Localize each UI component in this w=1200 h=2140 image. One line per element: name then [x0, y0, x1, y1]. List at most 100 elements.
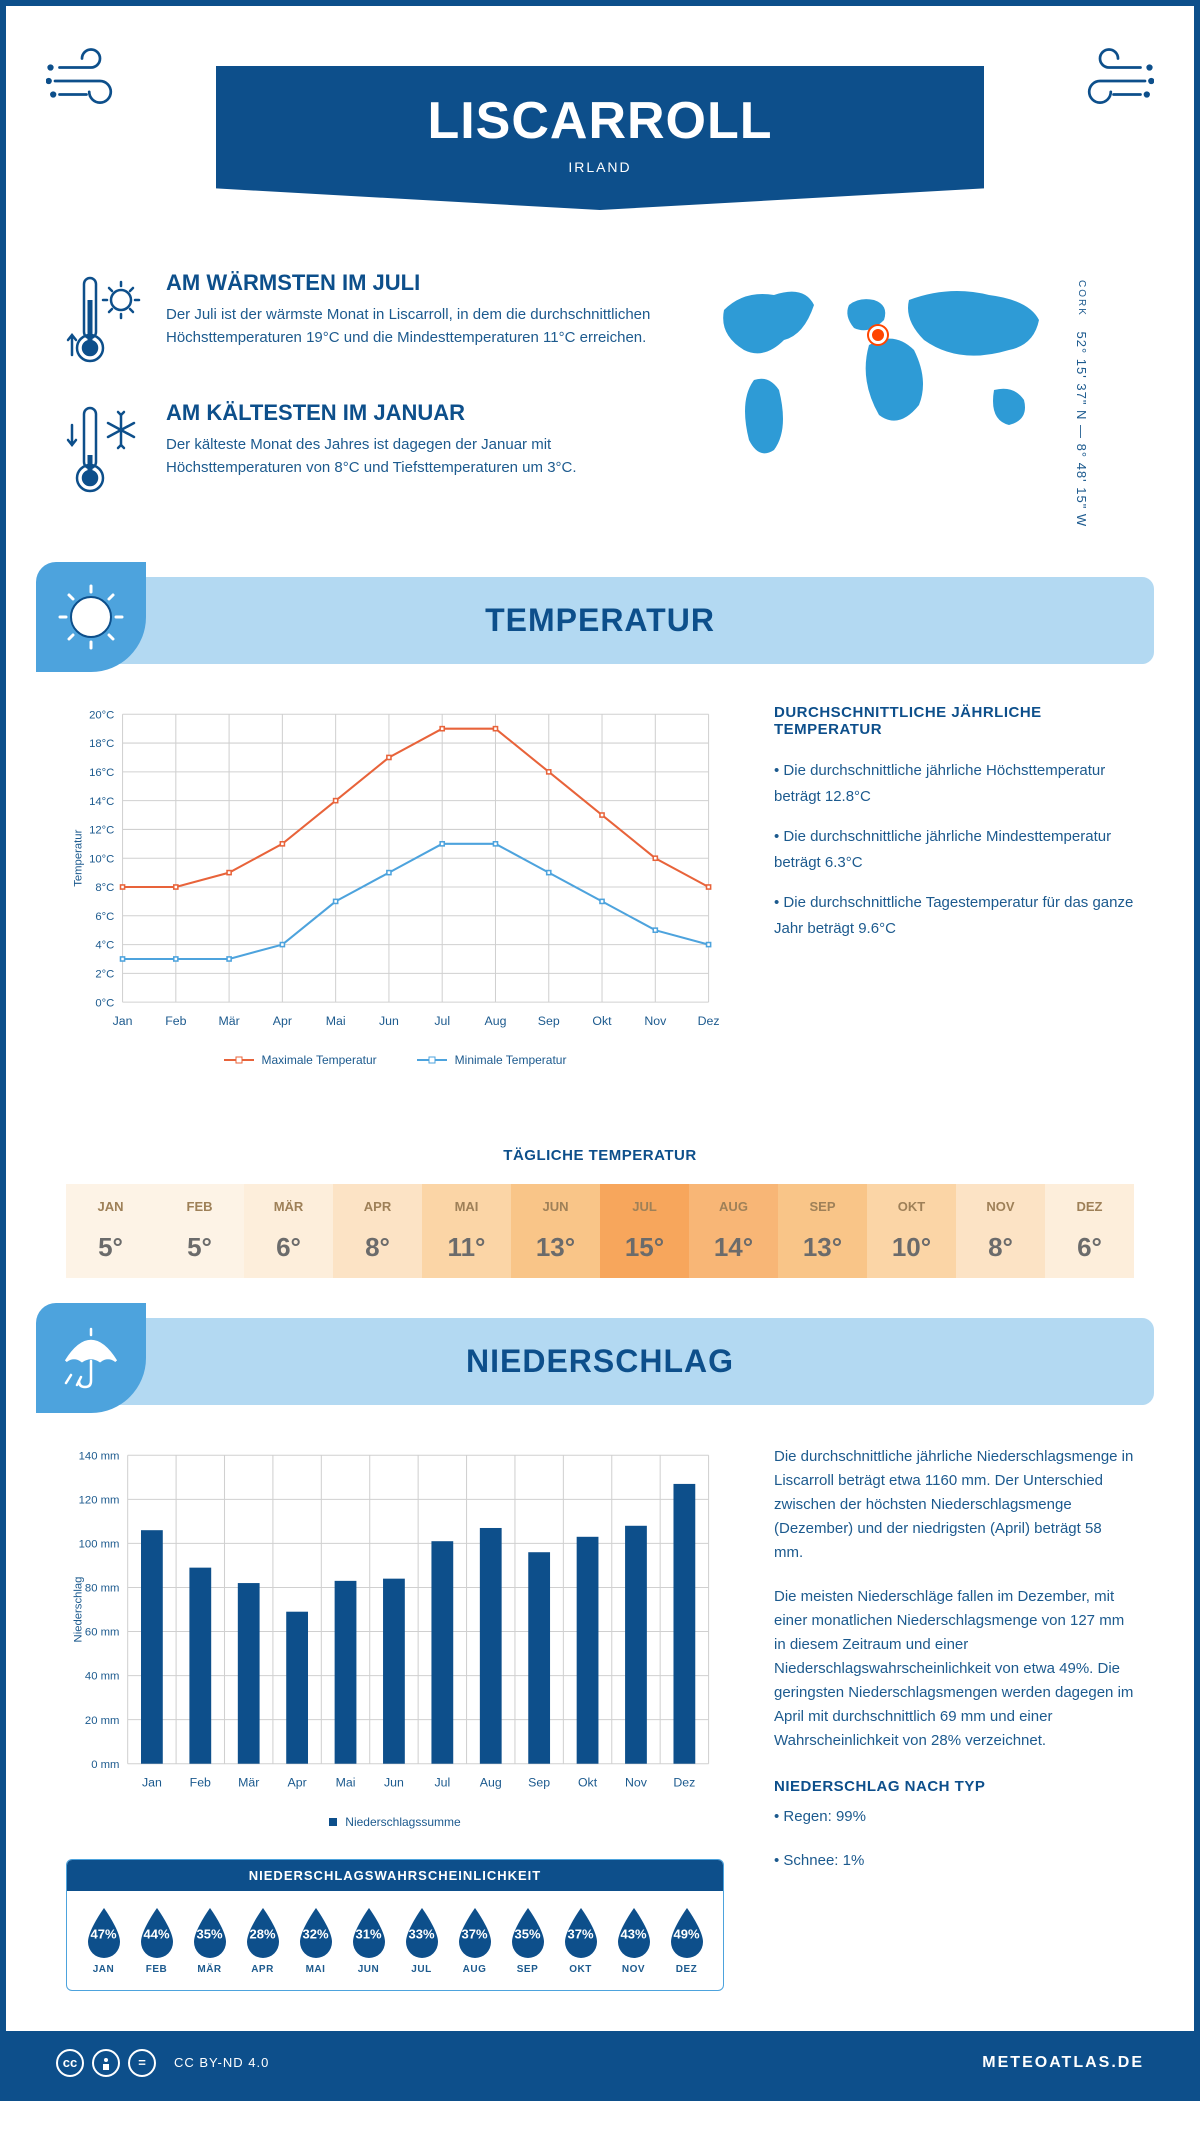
map-marker-icon: [869, 326, 887, 344]
raindrop-icon: 31%: [347, 1906, 391, 1958]
temp-cell: OKT10°: [867, 1184, 956, 1278]
umbrella-icon: [36, 1303, 146, 1413]
svg-text:Jul: Jul: [434, 1014, 450, 1028]
region-label: CORK: [1076, 280, 1087, 317]
temp-cell: DEZ6°: [1045, 1184, 1134, 1278]
svg-text:Jun: Jun: [384, 1776, 404, 1790]
svg-text:Mär: Mär: [238, 1776, 259, 1790]
prob-item: 44%FEB: [130, 1906, 183, 1975]
raindrop-icon: 47%: [82, 1906, 126, 1958]
raindrop-icon: 32%: [294, 1906, 338, 1958]
intro-section: AM WÄRMSTEN IM JULI Der Juli ist der wär…: [6, 250, 1194, 577]
warmest-desc: Der Juli ist der wärmste Monat in Liscar…: [166, 304, 654, 349]
header-row: LISCARROLL IRLAND: [6, 6, 1194, 250]
precip-right: Die durchschnittliche jährliche Niedersc…: [774, 1445, 1134, 1991]
world-map: [694, 270, 1074, 470]
svg-text:80 mm: 80 mm: [85, 1583, 120, 1595]
prob-item: 37%OKT: [554, 1906, 607, 1975]
page-container: LISCARROLL IRLAND AM WÄRMSTEN IM JULI De…: [0, 0, 1200, 2101]
wind-icon-right: [1064, 36, 1154, 126]
prob-item: 35%SEP: [501, 1906, 554, 1975]
prob-title: NIEDERSCHLAGSWAHRSCHEINLICHKEIT: [67, 1860, 723, 1891]
raindrop-icon: 35%: [506, 1906, 550, 1958]
temp-cell: APR8°: [333, 1184, 422, 1278]
raindrop-icon: 37%: [453, 1906, 497, 1958]
temperature-chart: 0°C2°C4°C6°C8°C10°C12°C14°C16°C18°C20°CJ…: [66, 704, 724, 1067]
legend-item: Minimale Temperatur: [417, 1053, 567, 1067]
city-title: LISCARROLL: [216, 91, 984, 151]
prob-item: 49%DEZ: [660, 1906, 713, 1975]
precip-section-header: NIEDERSCHLAG: [46, 1318, 1154, 1405]
thermometer-cold-icon: [66, 400, 146, 500]
precip-p2: Die meisten Niederschläge fallen im Deze…: [774, 1585, 1134, 1753]
svg-text:Feb: Feb: [165, 1014, 186, 1028]
nd-icon: =: [128, 2049, 156, 2077]
warmest-block: AM WÄRMSTEN IM JULI Der Juli ist der wär…: [66, 270, 654, 370]
prob-item: 37%AUG: [448, 1906, 501, 1975]
prob-item: 31%JUN: [342, 1906, 395, 1975]
svg-text:Dez: Dez: [673, 1776, 695, 1790]
svg-text:Apr: Apr: [273, 1014, 292, 1028]
raindrop-icon: 33%: [400, 1906, 444, 1958]
legend-item: Maximale Temperatur: [224, 1053, 377, 1067]
thermometer-hot-icon: [66, 270, 146, 370]
raindrop-icon: 43%: [612, 1906, 656, 1958]
temp-cell: SEP13°: [778, 1184, 867, 1278]
temp-cell: JUN13°: [511, 1184, 600, 1278]
svg-text:Jan: Jan: [113, 1014, 133, 1028]
precip-section: 0 mm20 mm40 mm60 mm80 mm100 mm120 mm140 …: [6, 1405, 1194, 2031]
precip-legend: Niederschlagssumme: [66, 1815, 724, 1829]
footer-left: cc = CC BY-ND 4.0: [56, 2049, 269, 2077]
svg-text:Nov: Nov: [625, 1776, 648, 1790]
svg-text:Niederschlag: Niederschlag: [72, 1577, 84, 1643]
svg-text:100 mm: 100 mm: [79, 1539, 120, 1551]
coldest-text: AM KÄLTESTEN IM JANUAR Der kälteste Mona…: [166, 400, 654, 479]
temp-cell: NOV8°: [956, 1184, 1045, 1278]
coords-text: 52° 15' 37" N — 8° 48' 15" W: [1074, 332, 1089, 528]
coldest-block: AM KÄLTESTEN IM JANUAR Der kälteste Mona…: [66, 400, 654, 500]
temp-cell: JUL15°: [600, 1184, 689, 1278]
svg-text:0°C: 0°C: [95, 997, 114, 1009]
daily-temp-title: TÄGLICHE TEMPERATUR: [6, 1147, 1194, 1164]
prob-item: 35%MÄR: [183, 1906, 236, 1975]
svg-text:Aug: Aug: [485, 1014, 507, 1028]
svg-text:2°C: 2°C: [95, 969, 114, 981]
precip-type: • Schnee: 1%: [774, 1849, 1134, 1873]
title-banner: LISCARROLL IRLAND: [216, 66, 984, 210]
warmest-text: AM WÄRMSTEN IM JULI Der Juli ist der wär…: [166, 270, 654, 349]
temp-cell: JAN5°: [66, 1184, 155, 1278]
svg-text:Aug: Aug: [480, 1776, 502, 1790]
svg-text:40 mm: 40 mm: [85, 1671, 120, 1683]
svg-text:Sep: Sep: [538, 1014, 560, 1028]
intro-left: AM WÄRMSTEN IM JULI Der Juli ist der wär…: [66, 270, 654, 537]
legend-item: Niederschlagssumme: [329, 1815, 460, 1829]
svg-text:Okt: Okt: [592, 1014, 612, 1028]
temperature-section: 0°C2°C4°C6°C8°C10°C12°C14°C16°C18°C20°CJ…: [6, 664, 1194, 1107]
svg-text:Temperatur: Temperatur: [72, 830, 84, 887]
precip-title: NIEDERSCHLAG: [46, 1343, 1154, 1380]
temp-title: TEMPERATUR: [46, 602, 1154, 639]
temp-legend: Maximale Temperatur Minimale Temperatur: [66, 1053, 724, 1067]
wind-icon-left: [46, 36, 136, 126]
svg-text:60 mm: 60 mm: [85, 1627, 120, 1639]
coordinates: CORK 52° 15' 37" N — 8° 48' 15" W: [1074, 270, 1089, 537]
prob-item: 47%JAN: [77, 1906, 130, 1975]
svg-text:Jan: Jan: [142, 1776, 162, 1790]
raindrop-icon: 49%: [665, 1906, 709, 1958]
svg-text:14°C: 14°C: [89, 796, 114, 808]
svg-text:Jul: Jul: [434, 1776, 450, 1790]
temp-info: DURCHSCHNITTLICHE JÄHRLICHE TEMPERATUR •…: [774, 704, 1134, 1067]
coldest-title: AM KÄLTESTEN IM JANUAR: [166, 400, 654, 426]
prob-item: 43%NOV: [607, 1906, 660, 1975]
precip-content: 0 mm20 mm40 mm60 mm80 mm100 mm120 mm140 …: [66, 1445, 1134, 1991]
svg-text:Nov: Nov: [644, 1014, 667, 1028]
svg-text:Sep: Sep: [528, 1776, 550, 1790]
license-text: CC BY-ND 4.0: [174, 2055, 269, 2070]
by-icon: [92, 2049, 120, 2077]
site-name: METEOATLAS.DE: [982, 2054, 1144, 2072]
svg-text:Apr: Apr: [288, 1776, 307, 1790]
precip-legend-label: Niederschlagssumme: [345, 1815, 460, 1829]
temp-bullet: • Die durchschnittliche jährliche Mindes…: [774, 824, 1134, 875]
svg-text:Mai: Mai: [336, 1776, 356, 1790]
svg-text:Okt: Okt: [578, 1776, 598, 1790]
